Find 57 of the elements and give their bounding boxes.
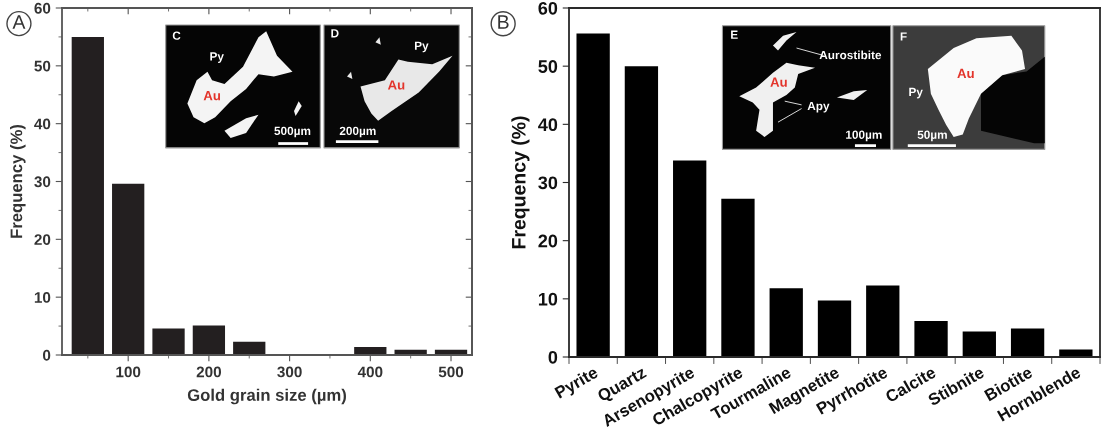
annotation: Py: [210, 52, 224, 63]
bar: [152, 328, 185, 355]
y-tick-label: 50: [34, 60, 51, 72]
y-tick-label: 40: [538, 118, 558, 132]
bar: [1010, 328, 1045, 357]
text: A: [12, 15, 26, 29]
x-tick-label: 200: [196, 366, 222, 378]
annotation: Py: [909, 87, 923, 99]
annotation: F: [900, 32, 907, 41]
annotation: Au: [203, 91, 221, 101]
annotation: Au: [957, 68, 974, 79]
y-tick-label: 60: [34, 2, 51, 14]
y-axis-title: Frequency (%): [511, 116, 530, 249]
x-tick-label: 100: [116, 366, 141, 378]
annotation: C: [172, 31, 181, 40]
bar: [192, 325, 226, 355]
y-axis-title: Frequency (%): [10, 124, 26, 238]
bar: [1059, 349, 1093, 357]
annotation: 500µm: [274, 126, 311, 138]
annotation: 100µm: [846, 130, 882, 142]
bar: [721, 198, 755, 357]
annotation: Au: [770, 77, 787, 87]
annotation: 50µm: [917, 130, 947, 142]
y-tick-label: 20: [34, 234, 51, 246]
bar: [673, 160, 707, 357]
annotation: Aurostibite: [819, 50, 882, 60]
bar: [962, 331, 996, 357]
bar: [112, 183, 145, 355]
y-tick-label: 20: [538, 234, 558, 248]
bar: [71, 36, 104, 355]
y-tick-label: 50: [538, 60, 558, 73]
bar: [817, 300, 852, 357]
x-axis-title: Gold grain size (µm): [187, 388, 346, 405]
annotation: E: [731, 30, 738, 39]
y-tick-label: 40: [34, 118, 51, 130]
annotation: Apy: [807, 101, 830, 113]
bar: [769, 288, 803, 357]
y-tick-label: 30: [34, 176, 51, 188]
x-tick-label: 300: [277, 366, 302, 378]
y-tick-label: 10: [34, 292, 51, 303]
y-tick-label: 0: [43, 349, 51, 361]
annotation: Py: [414, 41, 429, 53]
bar: [233, 341, 266, 355]
annotation: 200µm: [339, 126, 376, 138]
annotation: Au: [387, 80, 405, 90]
text: B: [498, 15, 509, 29]
x-tick-label: 500: [438, 366, 464, 378]
y-tick-label: 0: [548, 350, 558, 364]
annotation: D: [331, 29, 339, 38]
bar: [576, 33, 610, 357]
y-tick-label: 60: [538, 1, 558, 15]
bar: [624, 66, 659, 357]
y-tick-label: 30: [538, 176, 558, 190]
bar: [866, 285, 900, 357]
x-tick-label: 400: [357, 366, 383, 378]
y-tick-label: 10: [538, 292, 558, 306]
bar: [914, 320, 948, 357]
